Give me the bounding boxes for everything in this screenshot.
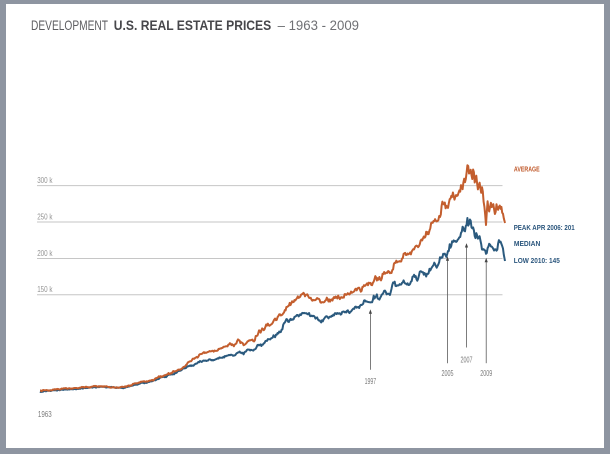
svg-text:LOW 2010: 145: LOW 2010: 145 (514, 256, 560, 265)
svg-text:U.S. REAL ESTATE PRICES: U.S. REAL ESTATE PRICES (114, 17, 271, 33)
svg-text:200 k: 200 k (37, 248, 53, 258)
svg-text:2009: 2009 (480, 369, 492, 378)
svg-text:2005: 2005 (442, 369, 454, 378)
svg-text:1997: 1997 (365, 377, 377, 386)
svg-text:PEAK APR 2006: 201: PEAK APR 2006: 201 (514, 223, 575, 232)
svg-text:MEDIAN: MEDIAN (514, 239, 540, 248)
svg-text:150 k: 150 k (37, 284, 53, 294)
svg-text:250 k: 250 k (37, 211, 53, 221)
svg-text:DEVELOPMENT: DEVELOPMENT (31, 17, 108, 33)
svg-text:– 1963 - 2009: – 1963 - 2009 (278, 17, 360, 33)
svg-text:1963: 1963 (38, 410, 52, 419)
svg-text:2007: 2007 (461, 355, 473, 364)
svg-text:AVERAGE: AVERAGE (514, 165, 540, 174)
svg-text:300 k: 300 k (37, 175, 53, 185)
